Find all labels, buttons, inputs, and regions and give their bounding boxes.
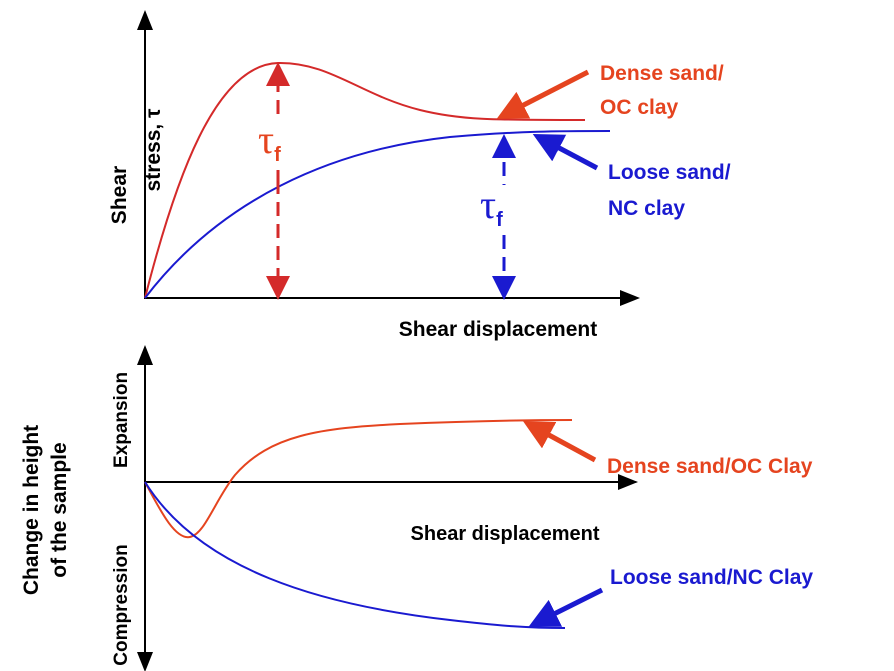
- dense-pointer: [522, 420, 597, 463]
- dense-curve: [144, 419, 573, 539]
- residual-label: τf: [480, 182, 503, 231]
- compression-label: Compression: [111, 544, 132, 665]
- loose-pointer: [532, 133, 599, 171]
- dense-label: Dense sand/: [600, 62, 724, 85]
- y-label: Shear: [108, 166, 131, 224]
- y-label: stress, τ: [142, 108, 165, 192]
- y-label: of the sample: [48, 442, 71, 577]
- expansion-label: Expansion: [111, 372, 132, 468]
- bottom-plot: Expansion Compression Change in height o…: [20, 345, 813, 671]
- loose-curve: [144, 130, 611, 299]
- label-bg: [250, 118, 302, 170]
- x-label: Shear displacement: [399, 318, 597, 341]
- dense-label: Dense sand/OC Clay: [607, 455, 813, 478]
- loose-curve: [144, 481, 566, 629]
- loose-label: Loose sand/NC Clay: [610, 566, 813, 589]
- loose-label: Loose sand/: [608, 161, 731, 184]
- top-plot: τf τf Shear stress, τ Shear displacement…: [108, 10, 731, 341]
- peak-label: τf: [258, 117, 281, 166]
- loose-label: NC clay: [608, 197, 685, 220]
- y-label: Change in height: [20, 425, 43, 595]
- label-bg: [476, 185, 528, 235]
- loose-pointer: [528, 587, 604, 627]
- dense-curve: [144, 61, 586, 299]
- dense-pointer: [496, 69, 590, 119]
- x-label: Shear displacement: [411, 523, 600, 545]
- dense-label: OC clay: [600, 96, 679, 119]
